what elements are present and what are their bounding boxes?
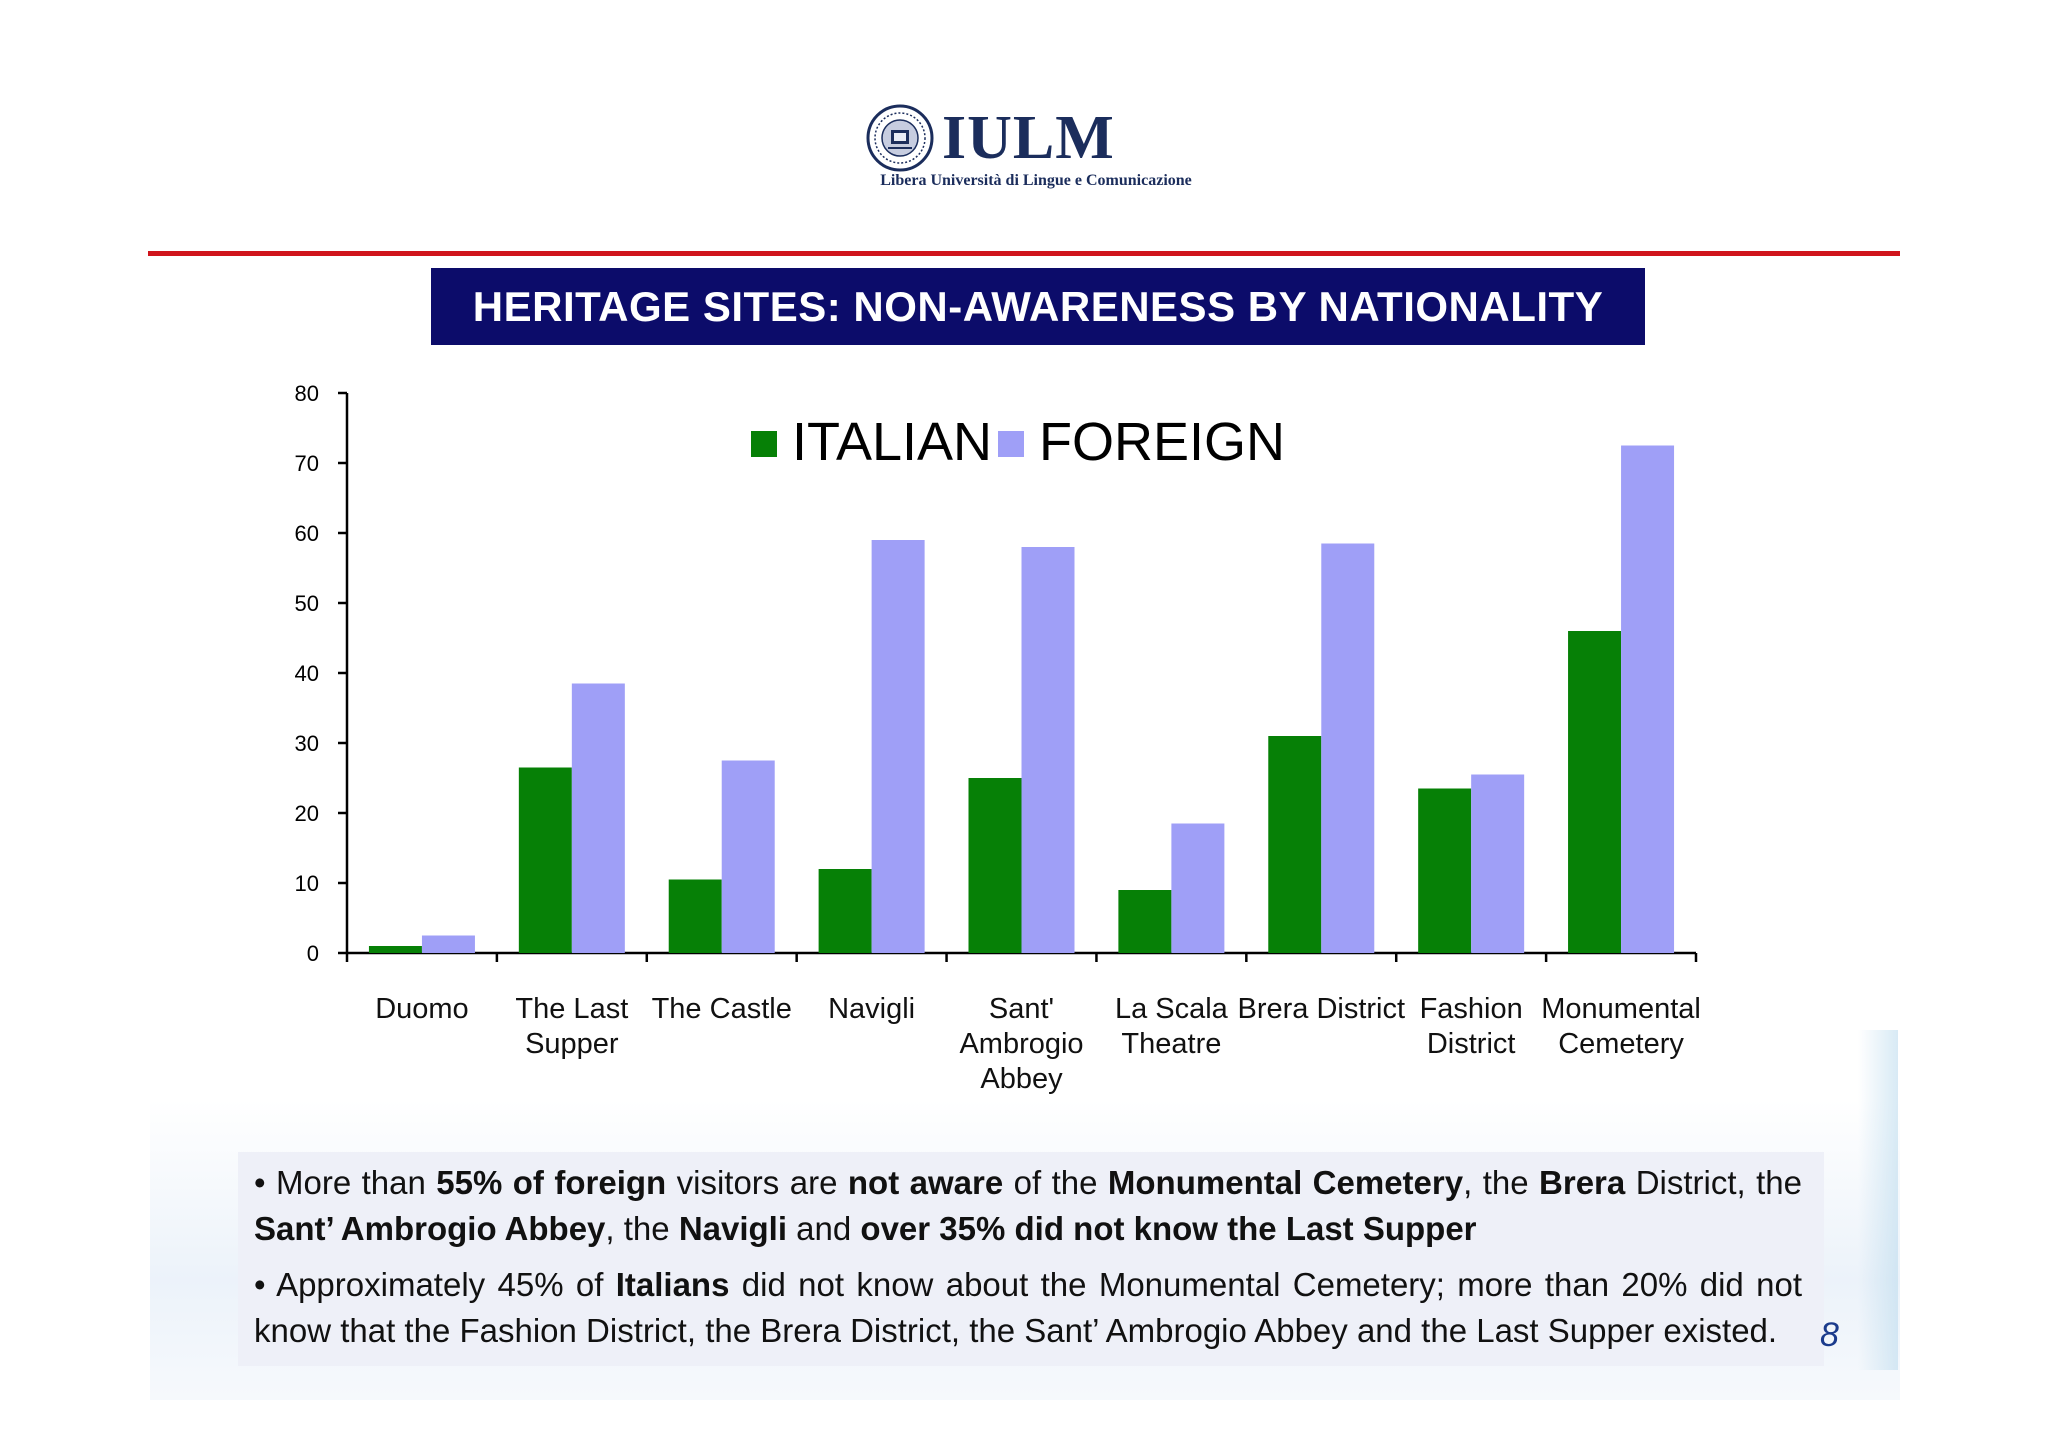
legend-swatch-foreign <box>998 431 1024 457</box>
header-divider <box>148 251 1900 256</box>
note2-bold-1: Italians <box>615 1266 730 1303</box>
bar-foreign-9 <box>1621 445 1675 953</box>
legend-label-italian: ITALIAN <box>792 412 992 472</box>
x-tick-label: Brera District <box>1237 993 1405 1025</box>
logo-wordmark: IULM <box>942 104 1115 172</box>
bar-italian-2 <box>518 767 572 953</box>
bar-italian-5 <box>968 778 1022 953</box>
note1-bold-3: Monumental Cemetery <box>1107 1164 1464 1201</box>
note1-bold-5: Sant’ Ambrogio Abbey <box>254 1210 606 1247</box>
bar-foreign-2 <box>571 683 625 953</box>
notes-panel: • More than 55% of foreign visitors are … <box>238 1152 1824 1366</box>
y-tick-label: 10 <box>295 871 319 896</box>
bar-foreign-1 <box>421 935 475 953</box>
note1-text-1: • More than <box>254 1164 437 1201</box>
note1-text-4: , the <box>1463 1164 1540 1201</box>
note1-text-6: , the <box>605 1210 679 1247</box>
bar-foreign-6 <box>1171 823 1225 953</box>
bar-italian-7 <box>1268 736 1322 953</box>
x-tick-label: The Castle <box>652 993 792 1025</box>
bar-italian-8 <box>1418 788 1472 953</box>
bar-foreign-3 <box>721 760 775 953</box>
background-edge <box>1858 1030 1898 1370</box>
note1-text-7: and <box>787 1210 861 1247</box>
page-number: 8 <box>1820 1316 1839 1354</box>
bar-foreign-5 <box>1021 547 1075 953</box>
x-tick-label: Monumental Cemetery <box>1541 993 1701 1060</box>
bar-italian-4 <box>818 869 872 953</box>
y-tick-label: 30 <box>295 731 319 756</box>
note2-text-1: • Approximately 45% of <box>254 1266 616 1303</box>
slide-title: HERITAGE SITES: NON-AWARENESS BY NATIONA… <box>431 268 1645 345</box>
bar-italian-9 <box>1568 631 1622 953</box>
bar-foreign-4 <box>871 540 925 953</box>
note1-bold-4: Brera <box>1539 1164 1626 1201</box>
x-tick-label: The Last Supper <box>515 993 628 1060</box>
y-tick-label: 50 <box>295 591 319 616</box>
note1-bold-6: Navigli <box>678 1210 788 1247</box>
y-tick-label: 80 <box>295 381 319 406</box>
note2-text-2: did not know about the Monumental Cemete… <box>254 1266 1802 1349</box>
y-tick-label: 0 <box>307 941 319 966</box>
note1-bold-7: over 35% did not know the Last Supper <box>860 1210 1477 1247</box>
note1-text-3: of the <box>1003 1164 1108 1201</box>
y-tick-label: 20 <box>295 801 319 826</box>
bar-foreign-8 <box>1471 774 1525 953</box>
note1-text-2: visitors are <box>666 1164 848 1201</box>
bar-italian-3 <box>668 879 722 953</box>
note1-text-5: District, the <box>1625 1164 1802 1201</box>
note1-bold-2: not aware <box>847 1164 1004 1201</box>
y-tick-label: 70 <box>295 451 319 476</box>
note1-bold-1: 55% of foreign <box>436 1164 667 1201</box>
x-tick-label: Fashion District <box>1420 993 1523 1060</box>
note-bullet-2: • Approximately 45% of Italians did not … <box>254 1262 1802 1354</box>
logo-subtitle: Libera Università di Lingue e Comunicazi… <box>880 172 1192 189</box>
x-tick-label: Navigli <box>828 993 915 1025</box>
bar-foreign-7 <box>1321 543 1375 953</box>
legend-label-foreign: FOREIGN <box>1039 412 1285 472</box>
x-tick-label: La Scala Theatre <box>1115 993 1229 1060</box>
chart-bars <box>368 445 1675 953</box>
university-seal-icon <box>866 104 934 172</box>
x-axis-labels: Duomo The Last Supper The Castle Navigli Sant… <box>375 993 1701 1095</box>
x-tick-label: Sant' Ambrogio Abbey <box>959 993 1083 1095</box>
note-bullet-1: • More than 55% of foreign visitors are … <box>254 1160 1802 1252</box>
bar-italian-1 <box>368 946 422 953</box>
chart-legend: ITALIAN FOREIGN <box>751 412 1285 472</box>
x-tick-label: Duomo <box>375 993 469 1025</box>
bar-italian-6 <box>1118 890 1172 953</box>
legend-swatch-italian <box>751 431 777 457</box>
y-tick-label: 60 <box>295 521 319 546</box>
y-tick-label: 40 <box>295 661 319 686</box>
iulm-logo: IULM Libera Università di Lingue e Comun… <box>866 100 1206 200</box>
